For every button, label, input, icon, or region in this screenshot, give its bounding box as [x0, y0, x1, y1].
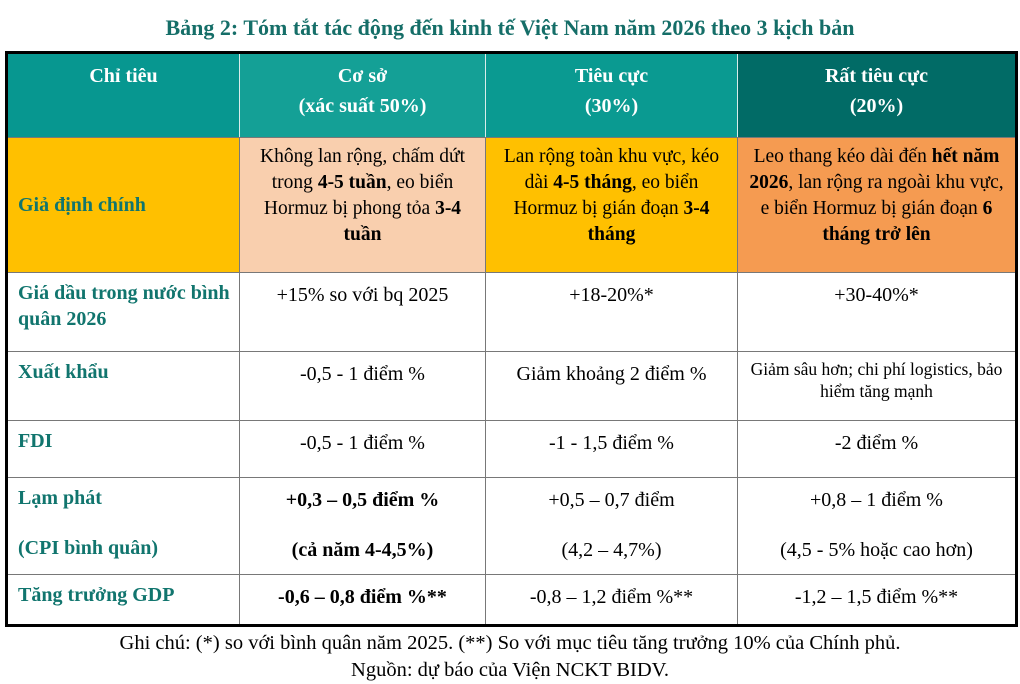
assumption-text: , eo biển Hormuz bị phong tỏa	[263, 171, 454, 220]
inflation-value-line1: +0,8 – 1 điểm %	[810, 488, 943, 511]
cell-inflation-base: +0,3 – 0,5 điểm % (cả năm 4-4,5%)	[239, 476, 486, 575]
impact-table: Chỉ tiêu Cơ sở (xác suất 50%) Tiêu cực (…	[5, 50, 1018, 627]
col-header-negative-scenario: Tiêu cực (30%)	[485, 51, 738, 138]
cell-fdi-negative: -1 - 1,5 điểm %	[485, 419, 738, 478]
inflation-value-line2: (cả năm 4-4,5%)	[291, 538, 434, 561]
row-label-oil-price: Giá dầu trong nước bình quân 2026	[6, 271, 240, 352]
col-header-probability: (20%)	[849, 94, 904, 117]
assumption-text-bold: 6 tháng trở lên	[822, 198, 993, 246]
cell-assumption-very-negative: Leo thang kéo dài đến hết năm 2026, lan …	[737, 136, 1017, 273]
row-key-assumptions: Giả định chính Không lan rộng, chấm dứt …	[6, 136, 1017, 273]
col-header-label: Chỉ tiêu	[89, 64, 158, 87]
page-title: Bảng 2: Tóm tắt tác động đến kinh tế Việ…	[165, 15, 855, 40]
cell-gdp-base: -0,6 – 0,8 điểm %**	[239, 573, 486, 626]
cell-exports-negative: Giảm khoảng 2 điểm %	[485, 350, 738, 421]
assumption-text-bold: hết năm 2026	[749, 145, 1000, 193]
cell-inflation-very-negative: +0,8 – 1 điểm % (4,5 - 5% hoặc cao hơn)	[737, 476, 1017, 575]
cell-oil-very-negative: +30-40%*	[737, 271, 1017, 352]
cell-assumption-negative: Lan rộng toàn khu vực, kéo dài 4-5 tháng…	[485, 136, 738, 273]
inflation-value-line1: +0,3 – 0,5 điểm %	[285, 488, 440, 511]
source-note: Nguồn: dự báo của Viện NCKT BIDV.	[351, 659, 669, 682]
col-header-label: Cơ sở	[337, 64, 388, 87]
table-notes: Ghi chú: (*) so với bình quân năm 2025. …	[5, 627, 1015, 684]
row-label-key-assumptions: Giả định chính	[6, 136, 240, 273]
cell-inflation-negative: +0,5 – 0,7 điểm (4,2 – 4,7%)	[485, 476, 738, 575]
cell-exports-very-negative: Giảm sâu hơn; chi phí logistics, bảo hiể…	[737, 350, 1017, 421]
col-header-label: Tiêu cực	[574, 64, 649, 87]
footnote: Ghi chú: (*) so với bình quân năm 2025. …	[119, 631, 901, 654]
row-oil-price: Giá dầu trong nước bình quân 2026 +15% s…	[6, 271, 1017, 352]
col-header-probability: (xác suất 50%)	[298, 94, 427, 117]
row-label-fdi: FDI	[6, 419, 240, 478]
assumption-text-bold: 4-5 tuần	[317, 171, 387, 193]
col-header-probability: (30%)	[584, 94, 639, 117]
assumption-text: , eo biển Hormuz bị gián đoạn	[513, 171, 699, 220]
row-label-inflation: Lạm phát (CPI bình quân)	[6, 476, 240, 575]
cell-exports-base: -0,5 - 1 điểm %	[239, 350, 486, 421]
col-header-base-scenario: Cơ sở (xác suất 50%)	[239, 51, 486, 138]
assumption-text: , lan rộng ra ngoài khu vực, e biển Horm…	[760, 171, 1004, 220]
cell-gdp-negative: -0,8 – 1,2 điểm %**	[485, 573, 738, 626]
cell-assumption-base: Không lan rộng, chấm dứt trong 4-5 tuần,…	[239, 136, 486, 273]
assumption-text-bold: 3-4 tuần	[343, 198, 462, 246]
cell-oil-negative: +18-20%*	[485, 271, 738, 352]
assumption-text: Lan rộng toàn khu vực, kéo dài	[503, 145, 720, 193]
table-header-row: Chỉ tiêu Cơ sở (xác suất 50%) Tiêu cực (…	[6, 51, 1017, 138]
row-label-line2: (CPI bình quân)	[18, 536, 159, 559]
assumption-text: Không lan rộng, chấm dứt trong	[260, 145, 465, 193]
inflation-value-line2: (4,5 - 5% hoặc cao hơn)	[780, 538, 973, 561]
col-header-very-negative-scenario: Rất tiêu cực (20%)	[737, 51, 1017, 138]
col-header-label: Rất tiêu cực	[824, 64, 929, 87]
assumption-text: Leo thang kéo dài đến	[753, 145, 932, 167]
row-label-line1: Lạm phát	[18, 486, 102, 509]
inflation-value-line1: +0,5 – 0,7 điểm	[548, 488, 675, 511]
cell-fdi-base: -0,5 - 1 điểm %	[239, 419, 486, 478]
cell-oil-base: +15% so với bq 2025	[239, 271, 486, 352]
inflation-value-line2: (4,2 – 4,7%)	[561, 538, 662, 561]
row-gdp-growth: Tăng trưởng GDP -0,6 – 0,8 điểm %** -0,8…	[6, 573, 1017, 626]
row-label-exports: Xuất khẩu	[6, 350, 240, 421]
row-inflation: Lạm phát (CPI bình quân) +0,3 – 0,5 điểm…	[6, 476, 1017, 575]
row-label-gdp-growth: Tăng trưởng GDP	[6, 573, 240, 626]
assumption-text-bold: 3-4 tháng	[587, 198, 710, 246]
cell-fdi-very-negative: -2 điểm %	[737, 419, 1017, 478]
assumption-text-bold: 4-5 tháng	[553, 171, 632, 193]
col-header-indicator: Chỉ tiêu	[6, 51, 240, 138]
cell-gdp-very-negative: -1,2 – 1,5 điểm %**	[737, 573, 1017, 626]
row-fdi: FDI -0,5 - 1 điểm % -1 - 1,5 điểm % -2 đ…	[6, 419, 1017, 478]
row-exports: Xuất khẩu -0,5 - 1 điểm % Giảm khoảng 2 …	[6, 350, 1017, 421]
